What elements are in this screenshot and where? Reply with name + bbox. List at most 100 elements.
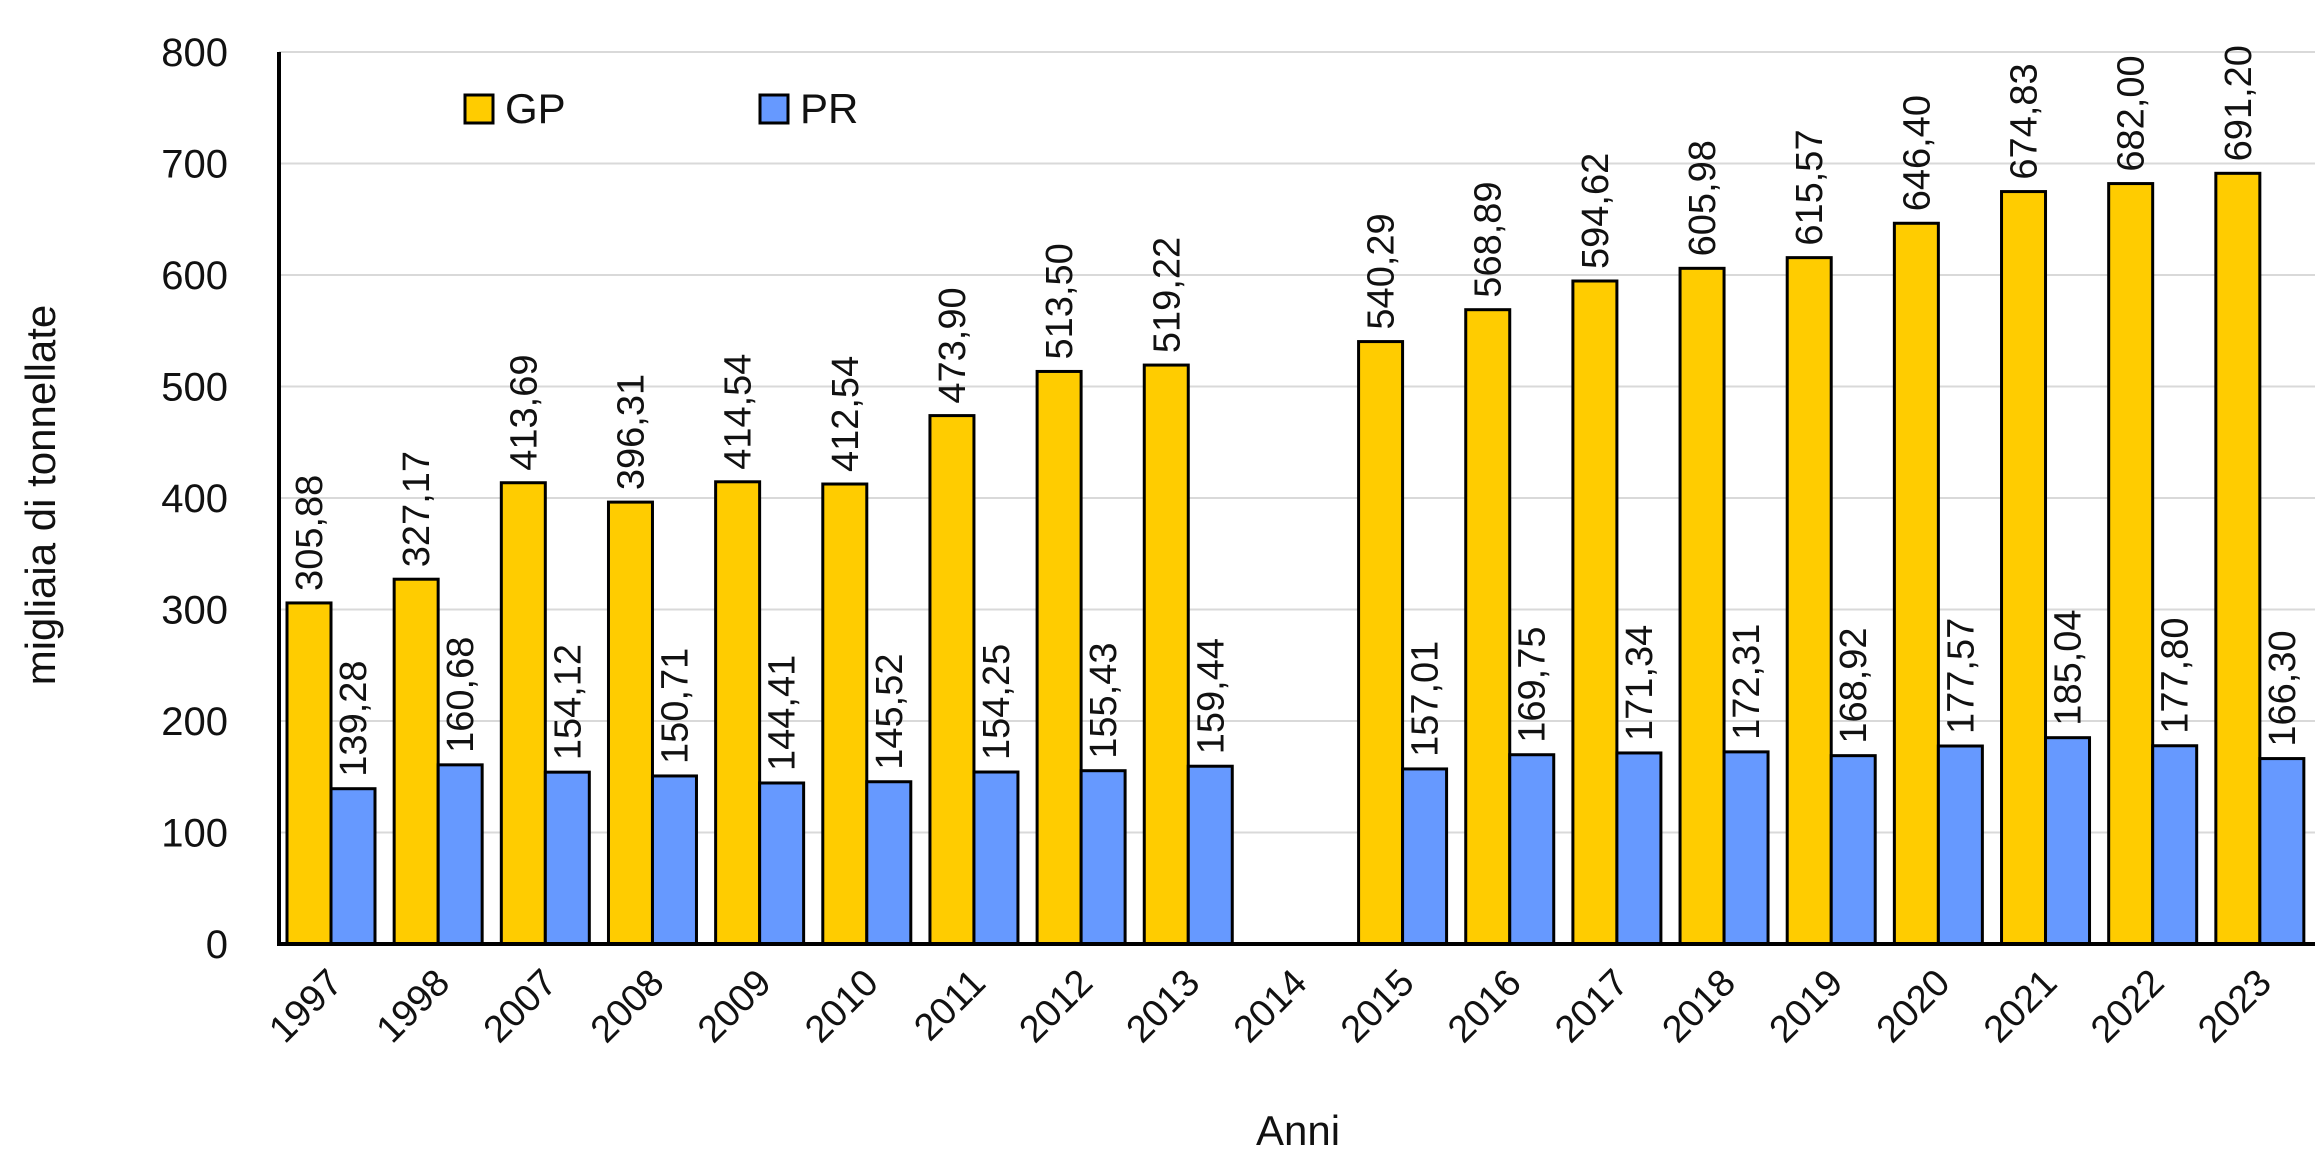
data-label-pr-2010: 145,52 [869,654,911,770]
data-label-pr-2009: 144,41 [762,655,804,771]
x-tick-label-2022: 2022 [2083,962,2172,1051]
x-tick-label-2017: 2017 [1547,962,1636,1051]
legend-label-pr: PR [800,85,858,132]
data-label-pr-2007: 154,12 [547,644,589,760]
y-tick-label: 700 [161,143,228,187]
data-label-pr-2016: 169,75 [1512,626,1554,742]
bar-gp-2018 [1678,266,1726,946]
bar-gp-2019 [1785,256,1833,946]
bar-pr-2016 [1508,753,1556,946]
data-label-pr-2020: 177,57 [1940,618,1982,734]
data-label-gp-2022: 682,00 [2111,55,2153,171]
data-label-pr-2011: 154,25 [976,644,1018,760]
bar-pr-2020 [1936,744,1984,946]
data-label-gp-2010: 412,54 [825,356,867,472]
bar-gp-2020 [1892,221,1940,946]
y-tick-label: 0 [206,923,228,967]
bar-pr-2013 [1186,764,1234,946]
x-tick-label-2014: 2014 [1226,962,1315,1051]
data-label-pr-2015: 157,01 [1405,641,1447,757]
data-label-pr-2012: 155,43 [1083,642,1125,758]
data-label-gp-2015: 540,29 [1361,213,1403,329]
bar-pr-2019 [1829,754,1877,946]
data-label-pr-2013: 159,44 [1190,638,1232,754]
y-tick-label: 600 [161,254,228,298]
legend-label-gp: GP [505,85,566,132]
y-tick-label: 200 [161,700,228,744]
y-tick-label: 100 [161,812,228,856]
y-tick-label: 400 [161,477,228,521]
data-label-gp-2009: 414,54 [718,354,760,470]
data-label-gp-2018: 605,98 [1682,140,1724,256]
bar-gp-2023 [2214,171,2262,946]
x-tick-label-2007: 2007 [476,962,565,1051]
bar-gp-2008 [606,500,654,946]
bar-pr-2021 [2044,736,2092,946]
bar-pr-2022 [2151,744,2199,946]
x-tick-label-1997: 1997 [261,962,350,1051]
y-tick-label: 300 [161,589,228,633]
bar-pr-2009 [758,781,806,946]
bar-gp-1997 [285,601,333,946]
bar-pr-2023 [2258,757,2306,946]
legend-swatch-gp [463,93,495,125]
axes [277,52,2315,946]
data-label-pr-2021: 185,04 [2048,609,2090,725]
data-label-pr-2017: 171,34 [1619,625,1661,741]
x-tick-label-2009: 2009 [690,962,779,1051]
x-tick-label-2016: 2016 [1440,962,1529,1051]
data-label-pr-2022: 177,80 [2155,618,2197,734]
bar-gp-2016 [1464,308,1512,946]
bar-gp-2011 [928,414,976,946]
bar-pr-2015 [1401,767,1449,946]
bar-pr-2010 [865,780,913,946]
bar-gp-2022 [2107,182,2155,946]
bar-gp-2010 [821,482,869,946]
bar-gp-1998 [392,577,440,946]
legend-swatch-pr [758,93,790,125]
bar-gp-2013 [1142,363,1190,946]
data-label-pr-1998: 160,68 [440,637,482,753]
bar-gp-2017 [1571,279,1619,946]
bar-gp-2015 [1357,340,1405,946]
data-label-pr-2023: 166,30 [2262,630,2304,746]
x-tick-label-2021: 2021 [1976,962,2065,1051]
x-tick-label-2011: 2011 [906,962,993,1049]
y-tick-label: 500 [161,366,228,410]
x-tick-label-2023: 2023 [2190,962,2279,1051]
data-label-pr-2019: 168,92 [1833,627,1875,743]
data-label-gp-2021: 674,83 [2004,63,2046,179]
data-label-pr-2008: 150,71 [654,648,696,764]
y-tick-label: 800 [161,31,228,75]
data-label-pr-1997: 139,28 [333,660,375,776]
x-tick-labels: 1997 1998 2007 2008 2009 2010 2011 2012 2013 2014… [261,962,2279,1051]
x-tick-label-2019: 2019 [1762,962,1851,1051]
bar-pr-2008 [650,774,698,946]
x-tick-label-2008: 2008 [583,962,672,1051]
bar-gp-2012 [1035,369,1083,946]
data-label-gp-2013: 519,22 [1146,237,1188,353]
x-tick-label-2020: 2020 [1869,962,1958,1051]
bar-gp-2021 [2000,190,2048,946]
data-label-gp-2020: 646,40 [1896,95,1938,211]
x-tick-label-2015: 2015 [1333,962,1422,1051]
data-label-gp-2012: 513,50 [1039,243,1081,359]
bar-pr-2011 [972,770,1020,946]
data-label-gp-2011: 473,90 [932,287,974,403]
data-label-gp-2023: 691,20 [2218,45,2260,161]
y-axis-title: migliaia di tonnellate [17,305,64,686]
x-tick-label-2012: 2012 [1012,962,1101,1051]
x-tick-label-2010: 2010 [797,962,886,1051]
x-tick-label-1998: 1998 [369,962,458,1051]
data-label-gp-2007: 413,69 [503,355,545,471]
bar-pr-2007 [543,770,591,946]
data-label-gp-2019: 615,57 [1789,129,1831,245]
bar-pr-2017 [1615,751,1663,946]
y-tick-labels: 0 100 200 300 400 500 600 700 800 [161,31,228,967]
legend: GP PR [463,85,858,132]
bar-pr-2018 [1722,750,1770,946]
data-label-gp-2017: 594,62 [1575,153,1617,269]
bar-gp-2007 [499,481,547,946]
data-label-gp-2008: 396,31 [610,374,652,490]
data-label-gp-1998: 327,17 [396,451,438,567]
